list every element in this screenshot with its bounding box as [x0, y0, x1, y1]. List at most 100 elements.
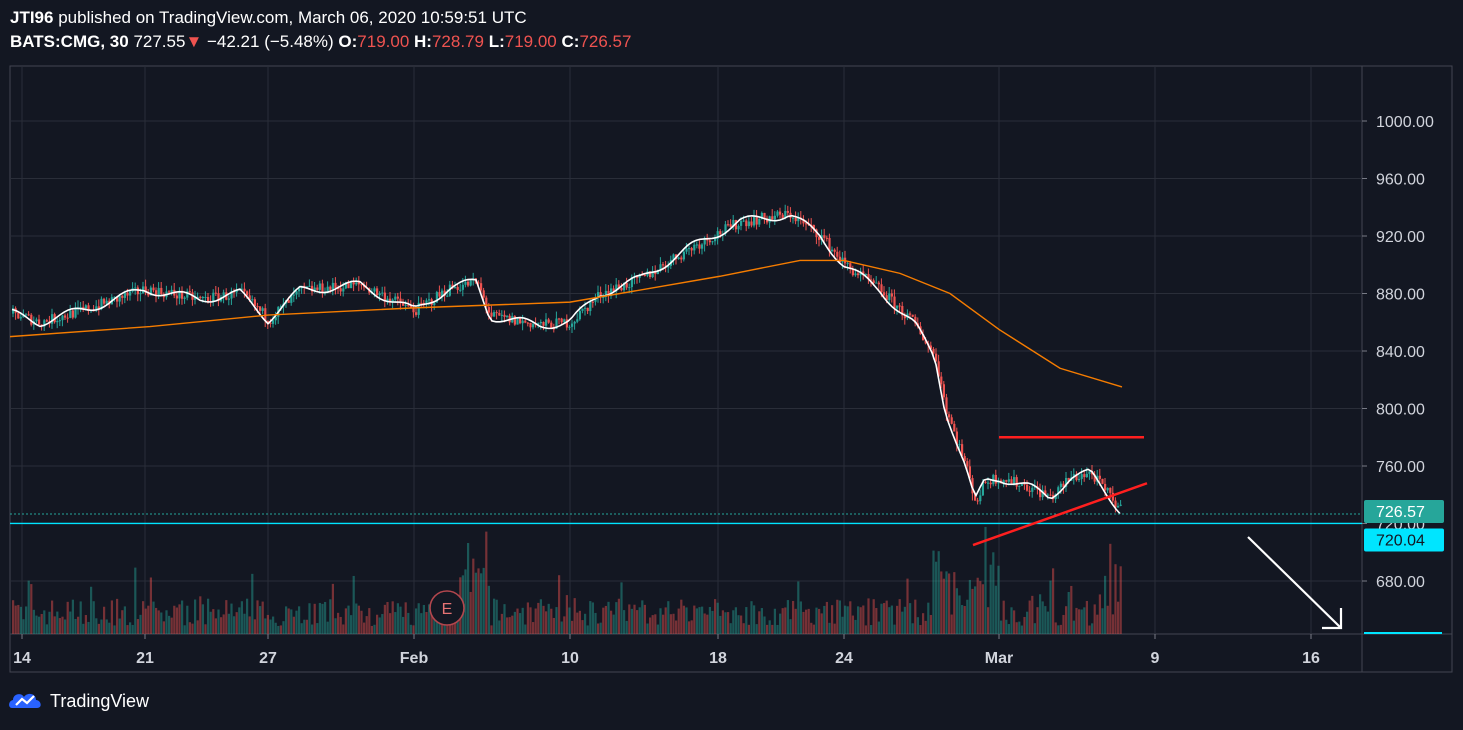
volume-bar: [227, 613, 230, 634]
volume-bar: [1070, 585, 1073, 634]
volume-bar: [339, 616, 342, 634]
candle-body: [599, 292, 602, 298]
volume-bar: [763, 616, 766, 634]
candle-body: [1067, 477, 1070, 481]
candle-body: [862, 271, 865, 276]
candle-body: [27, 314, 30, 316]
candle-body: [116, 296, 119, 302]
volume-bar: [888, 607, 891, 634]
candle-body: [1046, 494, 1049, 496]
candle-body: [607, 290, 610, 297]
volume-bar: [794, 608, 797, 634]
volume-bar: [500, 613, 503, 634]
candle-body: [259, 306, 262, 311]
candle-body: [357, 282, 360, 285]
y-tick-label: 880.00: [1376, 287, 1425, 304]
candle-body: [945, 397, 948, 415]
candle-body: [597, 292, 600, 298]
volume-bar: [729, 623, 732, 634]
candle-body: [680, 257, 683, 260]
volume-bar: [924, 620, 927, 634]
candle-body: [469, 280, 472, 286]
volume-bar: [433, 610, 436, 634]
volume-bar: [742, 623, 745, 634]
down-arrow-annotation[interactable]: [1247, 536, 1341, 628]
candle-body: [823, 235, 826, 238]
candle-body: [1083, 474, 1086, 478]
candle-body: [846, 263, 849, 265]
volume-bar: [103, 606, 106, 634]
volume-bar: [82, 623, 85, 634]
volume-bar: [979, 581, 982, 634]
volume-bar: [948, 573, 951, 634]
symbol-label[interactable]: BATS:CMG, 30: [10, 32, 129, 51]
candle-body: [758, 218, 761, 225]
volume-bar: [708, 607, 711, 634]
volume-bar: [256, 600, 259, 634]
volume-bar: [799, 601, 802, 634]
volume-bar: [287, 608, 290, 634]
candle-body: [1078, 478, 1081, 481]
volume-bar: [1088, 625, 1091, 634]
candle-body: [888, 293, 891, 301]
candle-body: [836, 251, 839, 257]
candle-body: [885, 295, 888, 301]
candle-body: [766, 218, 769, 223]
volume-bar: [1013, 610, 1016, 634]
candle-body: [230, 291, 233, 299]
candle-body: [308, 285, 311, 287]
candle-body: [51, 314, 54, 324]
volume-bar: [820, 613, 823, 634]
candle-body: [872, 280, 875, 284]
candle-body: [542, 321, 545, 326]
volume-bar: [859, 607, 862, 634]
volume-bar: [781, 608, 784, 634]
candle-body: [121, 295, 124, 298]
candle-body: [389, 298, 392, 303]
volume-bar: [168, 615, 171, 634]
volume-bar: [498, 620, 501, 634]
author-name[interactable]: JTI96: [10, 8, 54, 27]
volume-bar: [534, 608, 537, 634]
candle-body: [667, 265, 670, 268]
candle-body: [396, 296, 399, 299]
candle-body: [25, 314, 28, 316]
volume-bar: [883, 603, 886, 634]
candle-body: [222, 292, 225, 297]
volume-bar: [430, 608, 433, 634]
candle-body: [129, 291, 132, 296]
volume-bar: [880, 603, 883, 634]
candle-body: [64, 315, 67, 318]
rising-support-trendline[interactable]: [972, 482, 1148, 547]
volume-bar: [578, 610, 581, 634]
volume-bar: [610, 610, 613, 634]
candle-body: [864, 274, 867, 276]
candle-body: [79, 306, 82, 308]
candle-body: [565, 319, 568, 328]
volume-bar: [282, 621, 285, 634]
volume-bar: [896, 605, 899, 634]
candle-body: [409, 304, 412, 308]
volume-bar: [828, 622, 831, 634]
volume-bar: [95, 618, 98, 634]
candle-body: [298, 288, 301, 292]
volume-bar: [932, 550, 935, 634]
volume-bar: [391, 601, 394, 634]
candle-body: [69, 310, 72, 318]
earnings-marker-icon[interactable]: [429, 590, 465, 626]
volume-bar: [381, 614, 384, 634]
candle-body: [781, 214, 784, 219]
volume-bar: [911, 623, 914, 634]
volume-bar: [1080, 609, 1083, 634]
volume-bar: [716, 602, 719, 634]
x-tick-label: 9: [1151, 650, 1160, 667]
candle-body: [815, 229, 818, 238]
candle-body: [155, 290, 158, 297]
volume-bar: [685, 607, 688, 634]
volume-bar: [1062, 614, 1065, 634]
candle-body: [685, 248, 688, 252]
volume-bar: [914, 599, 917, 634]
volume-bar: [337, 612, 340, 634]
candle-body: [58, 320, 61, 322]
